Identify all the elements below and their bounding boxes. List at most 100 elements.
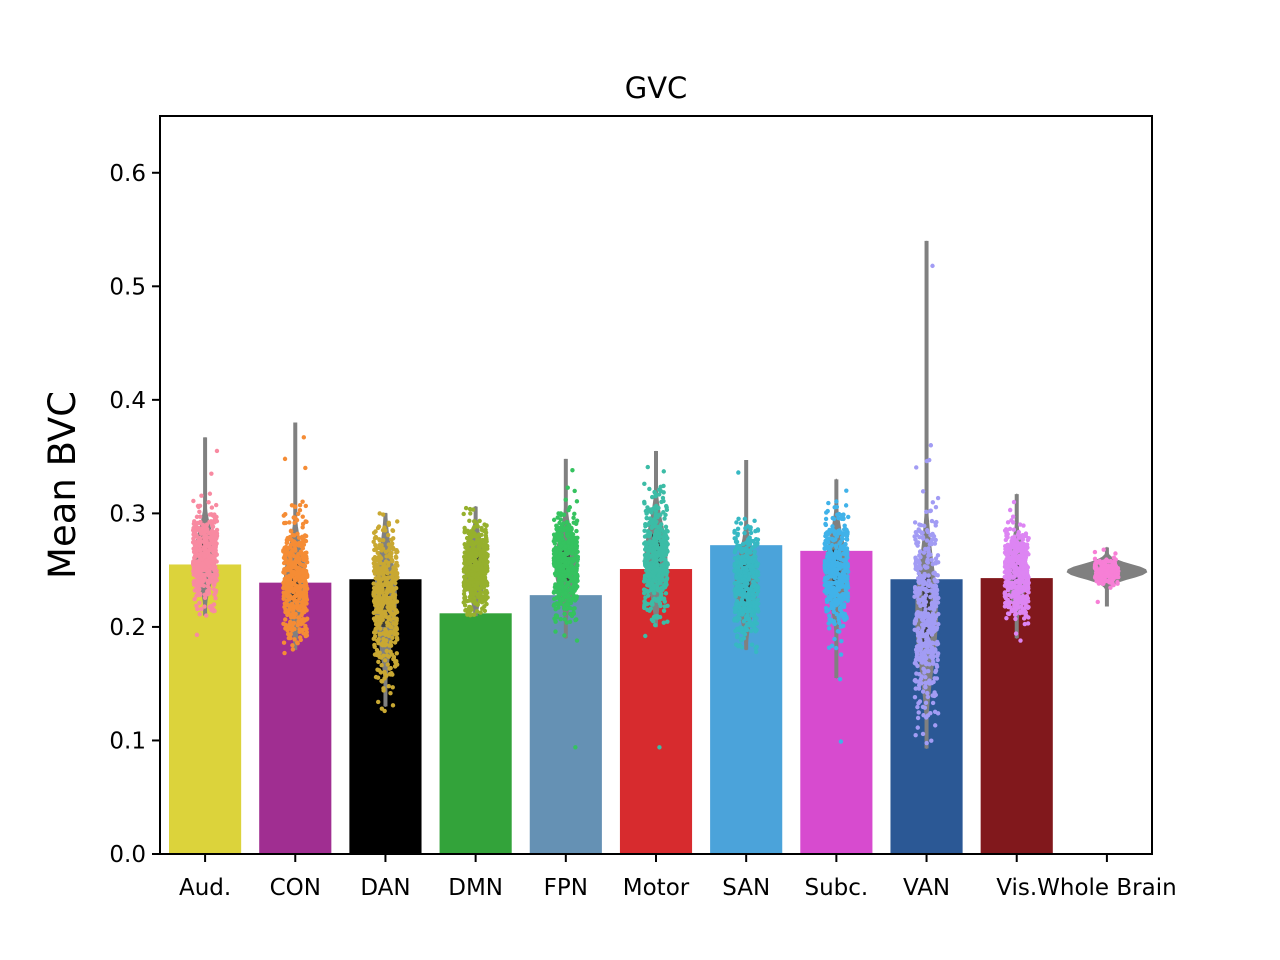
- strip-point: [1015, 546, 1021, 551]
- strip-point: [383, 614, 388, 619]
- strip-point: [828, 544, 833, 549]
- strip-point: [285, 628, 290, 633]
- strip-point: [484, 579, 489, 584]
- strip-point: [913, 686, 918, 691]
- strip-point: [565, 485, 570, 490]
- strip-point: [828, 617, 834, 622]
- strip-point: [748, 530, 754, 536]
- strip-point: [735, 526, 741, 532]
- strip-point: [735, 589, 740, 594]
- strip-point: [1099, 570, 1104, 576]
- strip-point: [375, 638, 380, 643]
- strip-point: [202, 595, 208, 600]
- strip-point: [1115, 581, 1120, 586]
- strip-point: [924, 509, 929, 515]
- strip-point: [830, 602, 835, 607]
- strip-point: [558, 543, 564, 549]
- strip-point: [393, 576, 399, 582]
- strip-point: [928, 539, 934, 545]
- strip-point: [464, 587, 470, 592]
- strip-point: [642, 501, 647, 506]
- y-tick-label: 0.2: [109, 615, 146, 641]
- strip-point: [388, 629, 393, 635]
- strip-point: [572, 488, 577, 494]
- strip-point: [735, 626, 740, 632]
- strip-point: [284, 540, 289, 546]
- strip-point: [834, 563, 840, 568]
- strip-point: [835, 629, 841, 634]
- strip-point: [281, 596, 286, 602]
- strip-point: [375, 550, 380, 555]
- strip-point: [1025, 584, 1030, 590]
- strip-point: [919, 611, 924, 616]
- strip-point: [554, 523, 559, 528]
- strip-point: [1016, 567, 1021, 572]
- strip-point: [663, 580, 669, 585]
- strip-point: [303, 503, 309, 509]
- strip-point: [650, 519, 655, 524]
- strip-point: [929, 557, 934, 563]
- strip-point: [482, 574, 487, 579]
- strip-point: [193, 529, 198, 534]
- strip-point: [914, 567, 920, 572]
- x-tick-label: Vis.: [996, 875, 1037, 901]
- strip-point: [664, 572, 669, 577]
- strip-point: [290, 643, 295, 648]
- strip-point: [835, 571, 841, 576]
- strip-point: [553, 619, 558, 624]
- strip-point: [657, 492, 662, 497]
- strip-point: [291, 515, 296, 520]
- strip-point: [300, 552, 306, 557]
- strip-point: [569, 597, 575, 602]
- strip-point: [463, 505, 469, 511]
- strip-point: [751, 623, 756, 629]
- strip-point: [199, 493, 204, 498]
- strip-point: [913, 561, 918, 566]
- strip-point: [755, 537, 761, 542]
- strip-point: [284, 591, 289, 596]
- strip-point: [823, 569, 828, 574]
- strip-point: [293, 578, 298, 583]
- strip-point: [925, 650, 931, 655]
- strip-point: [485, 565, 490, 571]
- strip-point: [295, 531, 300, 537]
- strip-point: [461, 583, 467, 588]
- strip-point: [645, 464, 650, 470]
- strip-point: [389, 611, 394, 616]
- strip-point: [195, 579, 200, 585]
- strip-point: [645, 583, 650, 588]
- strip-point: [651, 590, 657, 596]
- strip-point: [1020, 536, 1025, 541]
- strip-point: [301, 631, 306, 636]
- strip-point: [205, 549, 210, 555]
- strip-point: [384, 648, 389, 654]
- strip-point: [467, 553, 473, 558]
- strip-point: [374, 565, 380, 570]
- strip-point: [830, 563, 836, 568]
- strip-point: [302, 533, 308, 538]
- strip-point: [654, 545, 659, 550]
- strip-point: [839, 603, 844, 608]
- strip-point: [748, 550, 753, 555]
- strip-point: [1101, 567, 1106, 572]
- strip-point: [657, 580, 662, 585]
- strip-point: [836, 552, 841, 558]
- strip-point: [207, 604, 212, 610]
- strip-point: [915, 540, 921, 545]
- strip-point: [647, 532, 653, 538]
- strip-point: [1104, 557, 1109, 562]
- strip-point: [469, 576, 474, 581]
- strip-point: [755, 597, 761, 602]
- strip-point: [394, 548, 399, 553]
- strip-point: [379, 596, 385, 601]
- strip-point: [375, 598, 381, 604]
- strip-point: [834, 544, 839, 550]
- strip-point: [642, 481, 647, 487]
- strip-point: [926, 583, 932, 589]
- strip-point: [747, 571, 752, 577]
- strip-point: [657, 745, 662, 750]
- strip-point: [381, 688, 386, 693]
- y-tick-label: 0.1: [109, 728, 146, 754]
- strip-point: [1007, 507, 1013, 513]
- y-tick-label: 0.5: [109, 274, 146, 300]
